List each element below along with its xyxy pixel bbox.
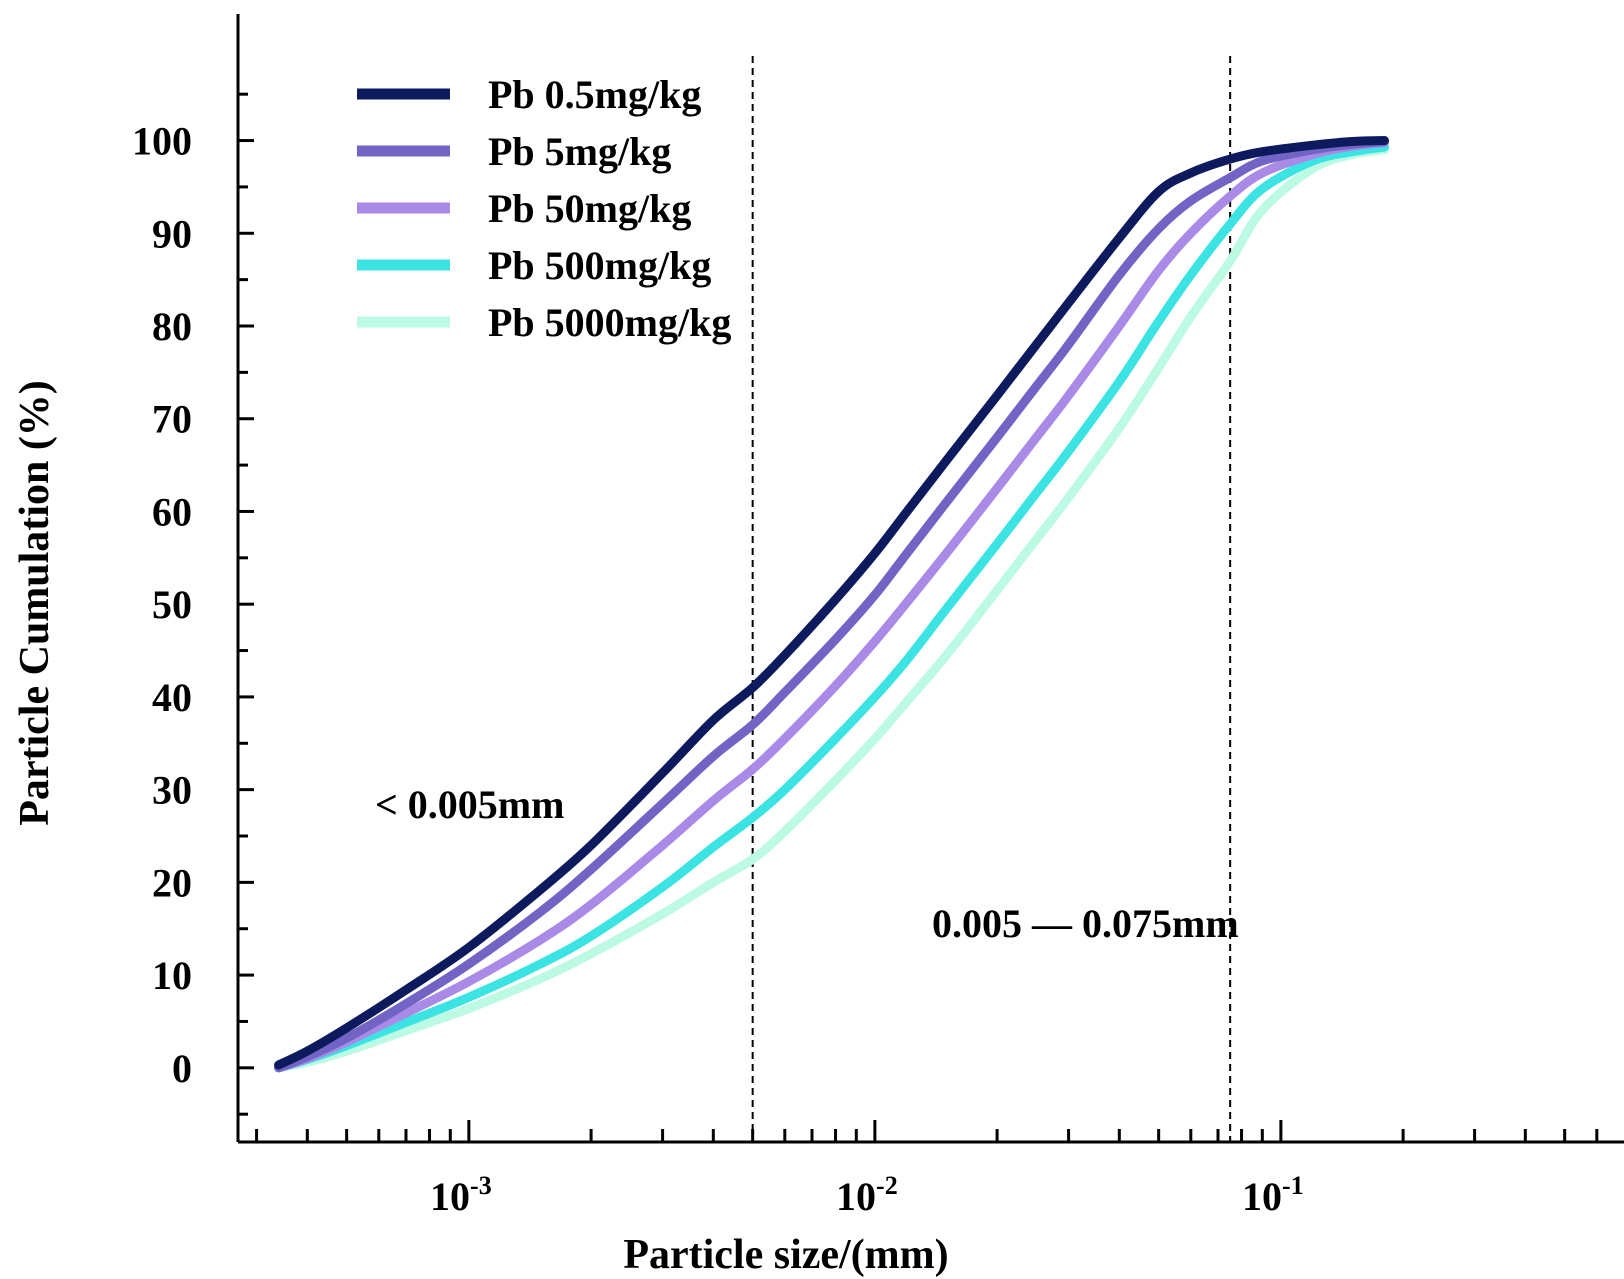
- x-axis-title: Particle size/(mm): [623, 1232, 948, 1278]
- y-tick-label: 90: [152, 211, 192, 256]
- legend-label-1: Pb 0.5mg/kg: [488, 72, 701, 117]
- y-axis-title: Particle Cumulation (%): [12, 380, 58, 826]
- series-line-3: [274, 137, 1389, 1073]
- y-tick-label: 50: [152, 582, 192, 627]
- legend: Pb 0.5mg/kg Pb 5mg/kg Pb 50mg/kg Pb 500mg/k…: [357, 72, 731, 345]
- legend-label-2: Pb 5mg/kg: [488, 129, 671, 174]
- x-tick-exponent: -1: [1282, 1171, 1304, 1200]
- x-tick-exponent: -2: [876, 1171, 898, 1200]
- series-line-2: [274, 137, 1389, 1073]
- x-tick-label: 10-1: [1242, 1171, 1304, 1219]
- y-tick-label: 40: [152, 675, 192, 720]
- y-tick-label: 10: [152, 953, 192, 998]
- reference-lines: [751, 56, 1232, 1142]
- series-line-4: [274, 142, 1389, 1073]
- legend-label-3: Pb 50mg/kg: [488, 186, 691, 231]
- y-tick-label: 20: [152, 860, 192, 905]
- x-tick-exponent: -3: [470, 1171, 492, 1200]
- x-tick-label: 10-2: [836, 1171, 898, 1219]
- series-lines: [274, 136, 1389, 1073]
- y-tick-label: 60: [152, 489, 192, 534]
- legend-label-4: Pb 500mg/kg: [488, 243, 711, 288]
- y-tick-label: 30: [152, 768, 192, 813]
- x-tick-label: 10-3: [430, 1171, 492, 1219]
- tick-labels: 0 10 20 30 40 50 60 70 80 90 100 10-3 10-2 10-1: [132, 119, 1304, 1219]
- y-tick-label: 100: [132, 119, 192, 164]
- y-tick-label: 0: [172, 1046, 192, 1091]
- annotation-mid-region: 0.005 — 0.075mm: [932, 901, 1239, 946]
- y-tick-label: 80: [152, 304, 192, 349]
- series-line-5: [274, 145, 1389, 1073]
- y-tick-label: 70: [152, 397, 192, 442]
- annotation-left-region: < 0.005mm: [375, 782, 564, 827]
- series-line-1: [274, 136, 1389, 1070]
- axes: [236, 14, 1624, 1144]
- legend-label-5: Pb 5000mg/kg: [488, 300, 731, 345]
